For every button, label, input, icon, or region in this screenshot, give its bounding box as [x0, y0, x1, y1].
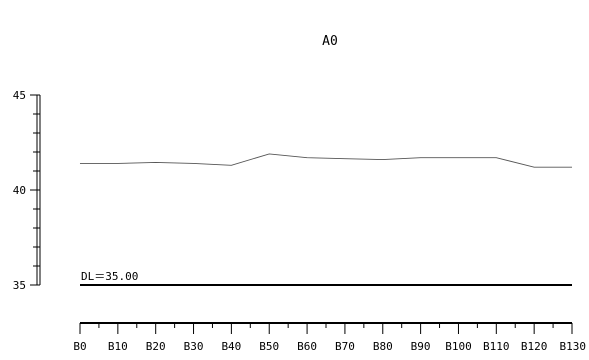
x-tick-label: B10: [108, 340, 128, 353]
y-tick-label: 45: [13, 89, 26, 102]
x-tick-label: B0: [73, 340, 86, 353]
datum-line: DL＝35.00: [80, 270, 572, 286]
x-tick-label: B80: [373, 340, 393, 353]
x-tick-label: B60: [297, 340, 317, 353]
x-tick-label: B70: [335, 340, 355, 353]
x-tick-label: B50: [259, 340, 279, 353]
y-tick-label: 40: [13, 184, 26, 197]
x-tick-label: B100: [445, 340, 472, 353]
datum-label: DL＝35.00: [81, 270, 138, 283]
y-axis: 35 40 45: [13, 89, 41, 292]
y-tick-label: 35: [13, 279, 26, 292]
x-tick-label: B20: [146, 340, 166, 353]
x-tick-label: B90: [411, 340, 431, 353]
x-tick-label: B120: [521, 340, 548, 353]
series: [79, 153, 573, 168]
x-axis: B0 B10 B20 B30 B40 B50 B60 B70 B80 B90 B100 B110 B12…: [73, 322, 587, 353]
x-tick-label: B130: [560, 340, 587, 353]
x-tick-label: B30: [184, 340, 204, 353]
series-line: [80, 153, 572, 168]
x-tick-label: B40: [221, 340, 241, 353]
x-tick-label: B110: [483, 340, 510, 353]
chart-title: A0: [322, 34, 338, 49]
